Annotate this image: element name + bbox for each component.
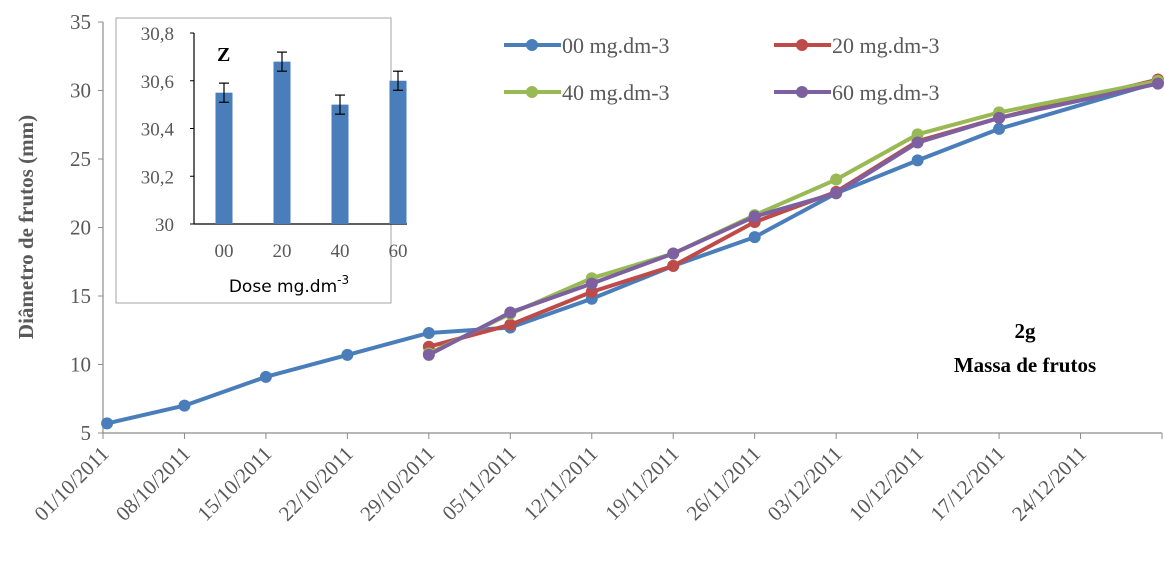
- inset-x-axis-label: Dose mg.dm-3: [229, 273, 349, 297]
- x-tick-label: 12/11/2011: [519, 442, 603, 526]
- data-point: [911, 136, 924, 149]
- x-tick-label: 24/12/2011: [1007, 442, 1091, 526]
- data-point: [911, 154, 924, 167]
- data-point: [830, 173, 843, 186]
- inset-x-tick-label: 60: [389, 241, 408, 262]
- inset-bar: [273, 61, 291, 225]
- data-point: [911, 128, 924, 141]
- data-point: [830, 187, 843, 200]
- y-tick-label: 10: [70, 353, 91, 377]
- y-tick-label: 15: [70, 284, 91, 308]
- x-tick-label: 15/10/2011: [192, 442, 276, 526]
- inset-y-tick-label: 30,6: [141, 72, 174, 93]
- series-line: [426, 77, 1160, 349]
- inset-y-tick-label: 30,8: [141, 24, 174, 45]
- inset-x-axis-label-text: Dose mg.dm: [229, 277, 337, 297]
- x-tick-label: 26/11/2011: [682, 442, 766, 526]
- data-point: [1151, 77, 1164, 90]
- data-point: [259, 370, 272, 383]
- data-point: [341, 348, 354, 361]
- inset-x-axis-label-superscript: -3: [337, 273, 349, 287]
- annotation-line-2: Massa de frutos: [954, 353, 1096, 377]
- inset-bar: [215, 92, 233, 224]
- data-point: [993, 111, 1006, 124]
- inset-x-tick-label: 20: [273, 241, 292, 262]
- x-tick-label: 17/12/2011: [926, 442, 1010, 526]
- legend: 00 mg.dm-3 20 mg.dm-3 40 mg.dm-3 60 mg.dm-3: [504, 33, 940, 105]
- data-point: [667, 259, 680, 272]
- legend-marker: [796, 86, 808, 98]
- y-tick-label: 35: [70, 10, 91, 34]
- inset-bar: [331, 104, 349, 224]
- y-tick-label: 20: [70, 216, 91, 240]
- inset-panel-letter: Z: [217, 44, 230, 66]
- x-tick-label: 19/11/2011: [600, 442, 684, 526]
- inset-bar: [389, 80, 407, 224]
- data-point: [504, 318, 517, 331]
- data-point: [667, 247, 680, 260]
- y-tick-label: 5: [81, 421, 92, 445]
- data-point: [993, 122, 1006, 135]
- x-tick-label: 10/12/2011: [844, 442, 928, 526]
- x-tick-label: 29/10/2011: [355, 442, 439, 526]
- data-point: [585, 285, 598, 298]
- x-tick-label: 03/12/2011: [763, 442, 847, 526]
- data-point: [178, 399, 191, 412]
- x-tick-label: 08/10/2011: [111, 442, 195, 526]
- y-axis-label: Diâmetro de frutos (mm): [14, 115, 38, 339]
- inset-y-tick-label: 30,4: [141, 120, 175, 141]
- data-point: [748, 231, 761, 244]
- x-tick-label: 22/10/2011: [274, 442, 358, 526]
- y-tick-label: 30: [70, 79, 91, 103]
- inset-y-tick-label: 30: [155, 215, 174, 236]
- data-point: [101, 417, 114, 430]
- x-tick-label: 05/11/2011: [437, 442, 521, 526]
- legend-label: 20 mg.dm-3: [832, 33, 940, 58]
- data-point: [748, 210, 761, 223]
- inset-x-tick-label: 00: [215, 241, 234, 262]
- inset-bar-chart: 30 30,2 30,4 30,6 30,8 00 20 40 60 Z Dose mg.dm-…: [115, 17, 408, 304]
- legend-marker: [526, 39, 538, 51]
- data-point: [585, 277, 598, 290]
- data-point: [422, 348, 435, 361]
- legend-label: 00 mg.dm-3: [562, 33, 670, 58]
- y-tick-label: 25: [70, 147, 91, 171]
- annotation-line-1: 2g: [1015, 319, 1037, 343]
- data-point: [422, 326, 435, 339]
- data-point: [504, 306, 517, 319]
- legend-marker: [796, 39, 808, 51]
- legend-marker: [526, 86, 538, 98]
- legend-label: 40 mg.dm-3: [562, 80, 670, 105]
- legend-label: 60 mg.dm-3: [832, 80, 940, 105]
- inset-y-tick-label: 30,2: [141, 167, 174, 188]
- x-tick-label: 01/10/2011: [29, 442, 113, 526]
- inset-frame: [115, 17, 392, 304]
- inset-x-tick-label: 40: [331, 241, 350, 262]
